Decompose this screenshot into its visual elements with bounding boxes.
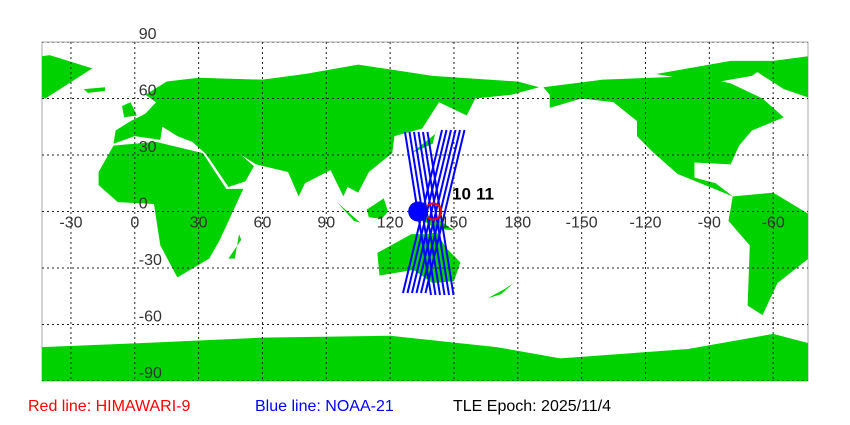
landmass (122, 102, 137, 118)
lon-label: -150 (566, 215, 598, 232)
landmass (83, 87, 105, 93)
grid-labels: -30 0 30 60 90 120 150 180 -150 -120 -90 -60 90 60 30 0… (59, 26, 784, 382)
lon-label: -60 (762, 215, 785, 232)
satellite-label: 11 (476, 185, 494, 204)
landmass (228, 234, 242, 259)
satellite-markers: 10 11 (408, 185, 494, 222)
lon-label: 150 (441, 215, 468, 232)
graticule (42, 42, 808, 381)
satellite-label: 10 (452, 185, 471, 204)
landmass (42, 55, 93, 99)
noaa-marker (408, 201, 429, 222)
lon-label: 120 (377, 215, 404, 232)
landmass (366, 198, 389, 220)
landmass (728, 192, 808, 316)
noaa-track-ascending (417, 131, 446, 296)
lat-label: 30 (139, 139, 157, 156)
landmass (543, 75, 784, 197)
landmass (113, 64, 540, 197)
lon-label: 60 (254, 215, 272, 232)
lon-label: -30 (59, 215, 82, 232)
landmass (745, 56, 808, 98)
noaa-track-ascending (422, 131, 450, 296)
noaa-track-descending (424, 129, 466, 294)
lat-label: -30 (139, 252, 162, 269)
lon-label: 30 (190, 215, 208, 232)
lat-label: 90 (139, 26, 157, 43)
lon-label: -90 (698, 215, 721, 232)
lon-label: 90 (317, 215, 335, 232)
lat-label: -60 (139, 309, 162, 326)
landmass (42, 333, 808, 381)
landmass (336, 202, 361, 223)
legend-tle-epoch: TLE Epoch: 2025/11/4 (453, 398, 612, 415)
lat-label: 60 (139, 83, 157, 100)
lon-label: 0 (130, 215, 139, 232)
landmass (656, 60, 774, 84)
lat-label: -90 (139, 365, 162, 382)
land-layer (42, 55, 808, 381)
lon-label: -120 (629, 215, 661, 232)
landmass (98, 141, 244, 278)
landmass (411, 126, 437, 154)
lon-label: 180 (504, 215, 531, 232)
legend-noaa: Blue line: NOAA-21 (255, 398, 394, 415)
lat-label: 0 (139, 196, 148, 213)
legend-himawari: Red line: HIMAWARI-9 (28, 398, 191, 415)
